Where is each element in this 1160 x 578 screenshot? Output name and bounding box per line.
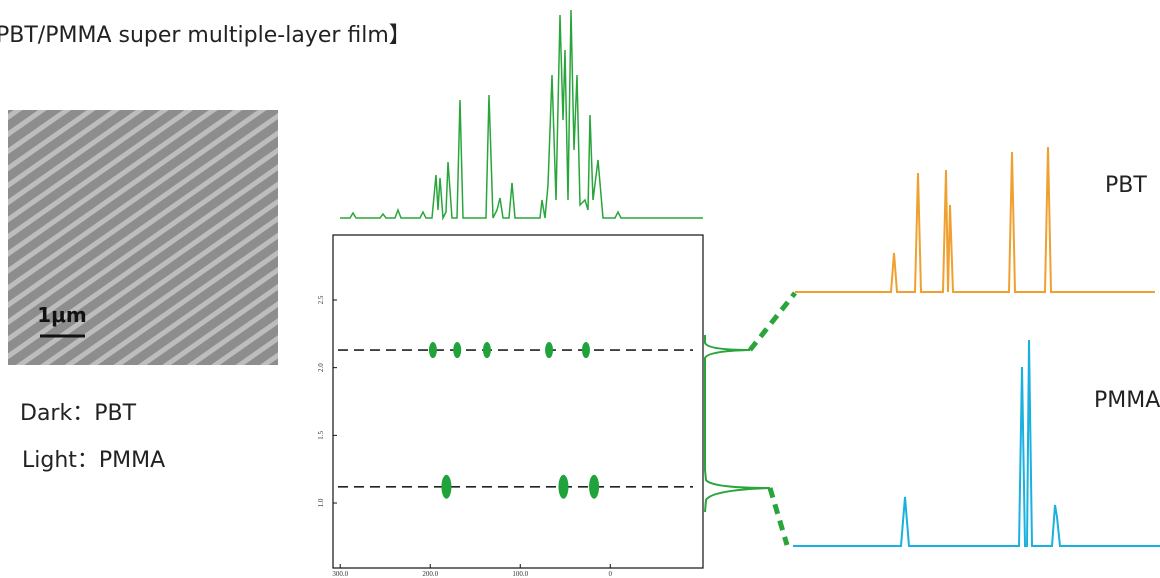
cross-peak (581, 342, 590, 359)
spectrum-label: PBT (1105, 173, 1147, 198)
spectrum-pmma (793, 339, 1160, 547)
legend-light: Light：PMMA (22, 448, 165, 473)
y-tick-label: 1.0 (317, 498, 325, 507)
scale-bar-label: 1μm (37, 303, 86, 327)
legend-dark: Dark：PBT (20, 401, 137, 426)
x-tick-label: 300.0 (332, 570, 348, 578)
cross-peak (558, 474, 569, 499)
cross-peak (482, 342, 491, 359)
plot: 300.0 200.0 100.0 0 1.0 1.5 2.0 2.5 (317, 295, 693, 578)
connector (767, 487, 790, 546)
y-tick-label: 1.5 (317, 430, 325, 439)
x-tick-label: 0 (609, 570, 613, 578)
cross-peak (453, 342, 462, 359)
projection-side (704, 335, 771, 513)
spectrum-label: PMMA (1094, 388, 1160, 413)
x-tick-label: 200.0 (422, 570, 438, 578)
projection-top (340, 9, 703, 221)
cross-peak (589, 474, 600, 499)
x-tick-label: 100.0 (512, 570, 528, 578)
sem-image (8, 110, 278, 365)
y-tick-label: 2.5 (317, 295, 325, 304)
title: PBT/PMMA super multiple-layer film】 (0, 23, 411, 48)
plot-frame (332, 234, 704, 569)
spectrum-pbt (795, 146, 1155, 293)
cross-peak (428, 342, 437, 359)
cross-peak (441, 474, 452, 499)
cross-peak (545, 342, 554, 359)
connector (748, 291, 797, 352)
y-tick-label: 2.0 (317, 363, 325, 372)
